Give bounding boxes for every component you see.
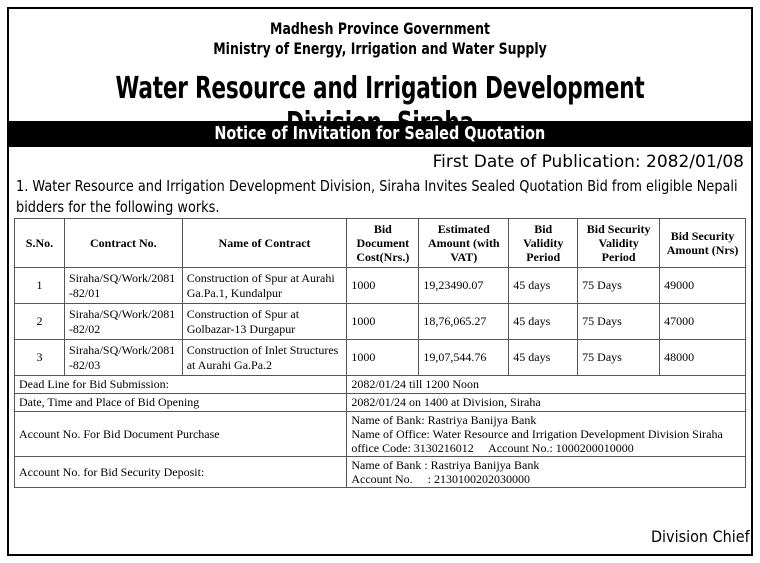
- deposit-account: Account No. : 2130100202030000: [351, 472, 531, 486]
- table-row: 1 Siraha/SQ/Work/2081-82/01 Construction…: [14, 267, 746, 304]
- deposit-bank: Name of Bank : Rastriya Banijya Bank: [351, 458, 540, 472]
- cell-contract-no: Siraha/SQ/Work/2081-82/02: [63, 303, 183, 340]
- cell-amount: 18,76,065.27: [418, 303, 510, 340]
- table-row: 2 Siraha/SQ/Work/2081-82/02 Construction…: [14, 303, 746, 340]
- intro-paragraph: 1. Water Resource and Irrigation Develop…: [16, 176, 756, 218]
- purchase-details: Name of Bank: Rastriya Banijya Bank Name…: [346, 411, 746, 457]
- cell-doc-cost: 1000: [346, 339, 420, 376]
- cell-validity: 45 days: [508, 339, 579, 376]
- col-header-amount: Estimated Amount (with VAT): [418, 218, 510, 268]
- opening-label: Date, Time and Place of Bid Opening: [13, 393, 348, 412]
- cell-validity: 45 days: [508, 267, 579, 304]
- cell-sno: 2: [14, 303, 65, 340]
- purchase-bank: Name of Bank: Rastriya Banijya Bank: [351, 413, 537, 427]
- cell-sno: 1: [14, 267, 65, 304]
- col-header-validity: Bid Validity Period: [508, 218, 579, 268]
- cell-validity: 45 days: [508, 303, 579, 340]
- table-row: 3 Siraha/SQ/Work/2081-82/03 Construction…: [14, 339, 746, 376]
- col-header-sec-amount: Bid Security Amount (Nrs): [659, 218, 746, 268]
- cell-sec-amount: 47000: [659, 303, 746, 340]
- col-header-contract-no: Contract No.: [63, 218, 183, 268]
- deadline-value: 2082/01/24 till 1200 Noon: [346, 375, 746, 394]
- publication-date: First Date of Publication: 2082/01/08: [432, 152, 744, 172]
- cell-amount: 19,23490.07: [418, 267, 510, 304]
- col-header-sec-validity: Bid Security Validity Period: [577, 218, 661, 268]
- cell-sec-amount: 48000: [659, 339, 746, 376]
- cell-contract-no: Siraha/SQ/Work/2081-82/03: [63, 339, 183, 376]
- bid-table: S.No. Contract No. Name of Contract Bid …: [13, 218, 746, 488]
- signature: Division Chief: [651, 527, 750, 546]
- cell-sec-validity: 75 Days: [577, 339, 661, 376]
- cell-sec-validity: 75 Days: [577, 267, 661, 304]
- opening-value: 2082/01/24 on 1400 at Division, Siraha: [346, 393, 746, 412]
- purchase-label: Account No. For Bid Document Purchase: [13, 411, 348, 457]
- purchase-codes: office Code: 3130216012 Account No.: 100…: [351, 441, 634, 455]
- govt-name: Madhesh Province Government: [270, 19, 490, 38]
- cell-doc-cost: 1000: [346, 267, 420, 304]
- purchase-account-row: Account No. For Bid Document Purchase Na…: [13, 411, 746, 457]
- purchase-office: Name of Office: Water Resource and Irrig…: [351, 427, 723, 441]
- notice-title: Notice of Invitation for Sealed Quotatio…: [214, 123, 546, 144]
- cell-sno: 3: [14, 339, 65, 376]
- notice-banner: Notice of Invitation for Sealed Quotatio…: [9, 121, 751, 147]
- deadline-row: Dead Line for Bid Submission: 2082/01/24…: [13, 375, 746, 394]
- cell-name: Construction of Spur at Aurahi Ga.Pa.1, …: [181, 267, 348, 304]
- cell-contract-no: Siraha/SQ/Work/2081-82/01: [63, 267, 183, 304]
- cell-amount: 19,07,544.76: [418, 339, 510, 376]
- deadline-label: Dead Line for Bid Submission:: [13, 375, 348, 394]
- table-header-row: S.No. Contract No. Name of Contract Bid …: [14, 218, 746, 268]
- deposit-details: Name of Bank : Rastriya Banijya Bank Acc…: [346, 456, 746, 488]
- col-header-name: Name of Contract: [181, 218, 348, 268]
- opening-row: Date, Time and Place of Bid Opening 2082…: [13, 393, 746, 412]
- col-header-sno: S.No.: [14, 218, 65, 268]
- intro-text: 1. Water Resource and Irrigation Develop…: [16, 177, 738, 216]
- deposit-account-row: Account No. for Bid Security Deposit: Na…: [13, 456, 746, 488]
- deposit-label: Account No. for Bid Security Deposit:: [13, 456, 348, 488]
- cell-sec-validity: 75 Days: [577, 303, 661, 340]
- col-header-doc-cost: Bid Document Cost(Nrs.): [346, 218, 420, 268]
- cell-doc-cost: 1000: [346, 303, 420, 340]
- cell-name: Construction of Inlet Structures at Aura…: [181, 339, 348, 376]
- cell-name: Construction of Spur at Golbazar-13 Durg…: [181, 303, 348, 340]
- cell-sec-amount: 49000: [659, 267, 746, 304]
- ministry-name: Ministry of Energy, Irrigation and Water…: [213, 39, 547, 58]
